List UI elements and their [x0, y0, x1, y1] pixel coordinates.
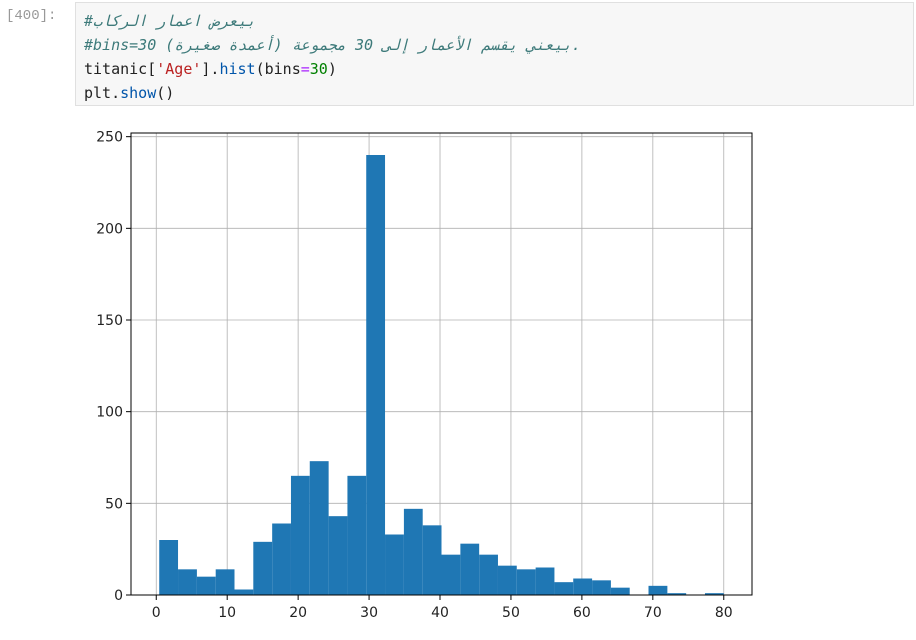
y-tick-label: 200: [96, 221, 123, 237]
bar: [403, 508, 423, 595]
code-token: #bins=30 بيعني يقسم الأعمار إلى 30 مجموع…: [84, 36, 581, 54]
bar: [347, 475, 367, 595]
bar: [178, 569, 197, 595]
bar: [290, 475, 310, 595]
chart: 0 50 100 150 200 250 0 10 20 30 40 50 60 70 80: [96, 130, 753, 621]
bar: [460, 543, 480, 595]
bar: [479, 554, 498, 595]
code-line: plt.show(): [84, 81, 905, 105]
x-tick-label: 10: [218, 605, 236, 621]
y-tick-label: 250: [96, 130, 123, 146]
bar: [309, 461, 329, 595]
bar: [159, 540, 179, 595]
code-token: ].: [201, 60, 220, 78]
code-cell[interactable]: #بيعرض اعمار الركاب #bins=30 بيعني يقسم ا…: [75, 2, 914, 106]
bar: [554, 582, 574, 595]
code-token: titanic[: [84, 60, 157, 78]
bar: [366, 155, 386, 595]
bar: [667, 593, 687, 595]
x-tick-label: 80: [715, 605, 733, 621]
code-line: titanic['Age'].hist(bins=30): [84, 57, 905, 81]
code-token: ): [327, 60, 337, 78]
bar: [704, 593, 724, 595]
y-tick-label: 100: [96, 405, 123, 421]
y-tick-label: 150: [96, 313, 123, 329]
code-token: hist: [219, 60, 256, 78]
x-tick-label: 70: [644, 605, 662, 621]
bar: [648, 585, 668, 595]
bar: [497, 565, 517, 595]
code-token: plt.: [84, 84, 121, 102]
code-line: #bins=30 بيعني يقسم الأعمار إلى 30 مجموع…: [84, 33, 905, 57]
bar: [535, 567, 555, 595]
code-token: (bins: [255, 60, 301, 78]
x-tick-label: 20: [289, 605, 307, 621]
bar: [610, 587, 630, 595]
y-tick-label: 50: [105, 496, 123, 512]
x-tick-label: 50: [502, 605, 520, 621]
y-tick-label: 0: [114, 588, 123, 604]
bar: [253, 541, 273, 595]
bar: [196, 576, 216, 595]
bar: [573, 578, 593, 595]
code-token: show: [120, 84, 157, 102]
bar: [441, 554, 461, 595]
x-tick-label: 0: [152, 605, 161, 621]
code-token: (): [156, 84, 175, 102]
code-token: #بيعرض اعمار الركاب: [84, 12, 256, 30]
bar: [422, 525, 442, 595]
x-tick-label: 40: [431, 605, 449, 621]
bar: [215, 569, 235, 595]
plot-frame: [130, 132, 753, 596]
x-tick-label: 60: [573, 605, 591, 621]
cell-prompt: [400]:: [6, 8, 57, 24]
code-token: 30: [309, 60, 328, 78]
code-line: #بيعرض اعمار الركاب: [84, 9, 905, 33]
x-tick-label: 30: [360, 605, 378, 621]
bar: [385, 534, 404, 595]
bar: [516, 569, 536, 595]
code-token: =: [300, 60, 310, 78]
bar: [234, 589, 254, 595]
code-token: 'Age': [156, 60, 202, 78]
bar: [592, 580, 611, 595]
bar: [272, 523, 291, 595]
bar: [328, 516, 348, 595]
